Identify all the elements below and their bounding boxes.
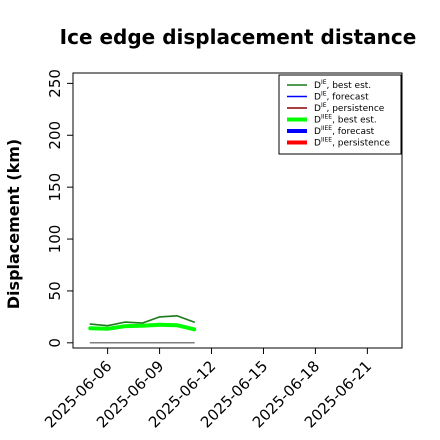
legend-entry: DIIEE, best est.: [314, 114, 377, 126]
chart-title: Ice edge displacement distance: [60, 25, 417, 49]
y-axis-label: Displacement (km): [4, 139, 23, 309]
legend-entry: DIE, persistence: [314, 102, 385, 114]
y-tick-label: 200: [46, 121, 64, 150]
legend-box: [278, 74, 402, 155]
y-axis: 0 50 100 150 200 250: [46, 69, 73, 348]
legend-entry: DIE, best est.: [314, 79, 371, 91]
y-tick-label: 250: [46, 69, 64, 98]
x-axis: 2025-06-062025-06-092025-06-122025-06-15…: [41, 348, 375, 431]
legend-entry: DIIEE, forecast: [314, 125, 375, 137]
series-line-3: [88, 322, 197, 332]
plot-area: [72, 72, 403, 349]
y-tick-label: 50: [46, 281, 64, 300]
legend-entry: DIIEE, persistence: [314, 137, 390, 149]
series-lines: [88, 314, 197, 344]
y-tick-label: 150: [46, 173, 64, 202]
y-tick-label: 100: [46, 225, 64, 254]
y-tick-label: 0: [46, 338, 64, 348]
series-line-0: [89, 314, 195, 327]
legend-entry: DIE, forecast: [314, 91, 369, 103]
